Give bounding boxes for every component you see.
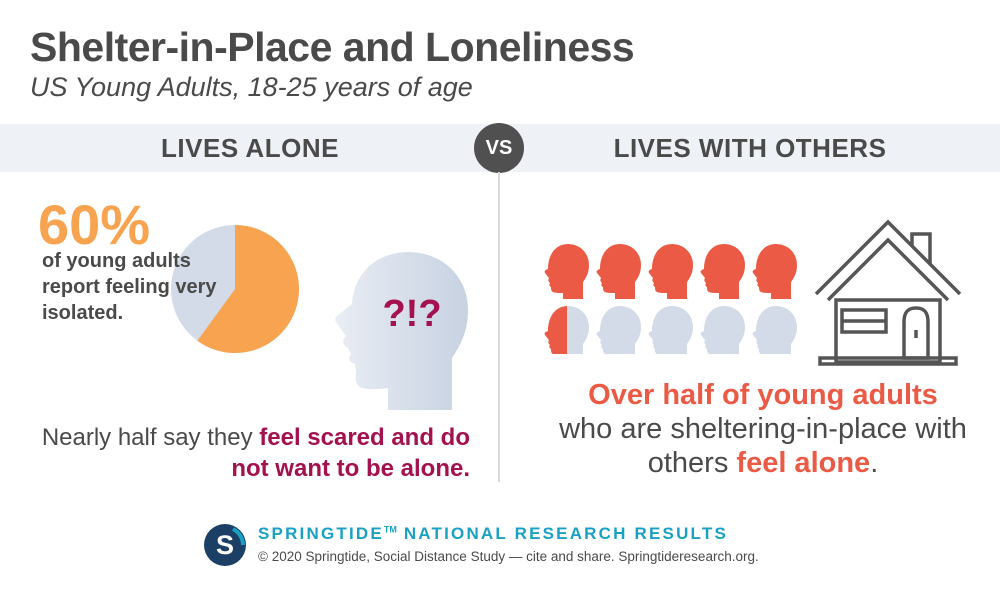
alone-plain-text: who are sheltering-in-place with others	[559, 413, 967, 479]
confused-head-text: ?!?	[382, 293, 441, 335]
footer-title-rest: NATIONAL RESEARCH RESULTS	[396, 524, 729, 543]
head-icon	[544, 244, 589, 299]
scared-emphasis-text: feel scared and do not want to be alone.	[231, 424, 470, 482]
scared-plain-text: Nearly half say they	[41, 424, 260, 451]
footer-citation: © 2020 Springtide, Social Distance Study…	[258, 549, 759, 564]
head-icon	[596, 244, 641, 299]
footer-brand: SPRINGTIDE	[258, 524, 384, 543]
alone-statement: Over half of young adults who are shelter…	[540, 378, 986, 480]
head-icon	[544, 306, 589, 354]
head-icon	[700, 306, 745, 354]
page-title: Shelter-in-Place and Loneliness	[30, 24, 635, 70]
head-icon	[752, 306, 797, 354]
springtide-logo-icon: S	[204, 524, 246, 566]
logo-letter: S	[216, 530, 234, 560]
confused-head-icon: ?!?	[335, 252, 468, 410]
center-divider	[498, 172, 500, 482]
head-icon	[700, 244, 745, 299]
alone-emphasis-2: feel alone	[736, 447, 871, 479]
scared-statement: Nearly half say they feel scared and do …	[40, 422, 470, 484]
head-icon	[596, 306, 641, 354]
alone-emphasis-1: Over half of young adults	[588, 379, 938, 411]
isolated-description: of young adults report feeling very isol…	[42, 250, 217, 324]
house-icon	[814, 219, 962, 366]
footer-trademark: TM	[383, 524, 397, 535]
isolated-percent: 60%	[38, 193, 151, 256]
lives-alone-heading: LIVES ALONE	[161, 133, 339, 163]
head-icon	[648, 244, 693, 299]
pie-isolated-slice	[197, 225, 299, 353]
alone-period: .	[870, 447, 879, 479]
vs-badge: VS	[474, 123, 524, 173]
footer-title: SPRINGTIDETM NATIONAL RESEARCH RESULTS	[258, 524, 728, 544]
head-icon	[648, 306, 693, 354]
head-icon	[752, 244, 797, 299]
page-subtitle: US Young Adults, 18-25 years of age	[30, 72, 473, 102]
head-grid	[544, 244, 797, 354]
lives-with-others-heading: LIVES WITH OTHERS	[613, 133, 887, 163]
isolation-pie-chart	[171, 225, 299, 353]
